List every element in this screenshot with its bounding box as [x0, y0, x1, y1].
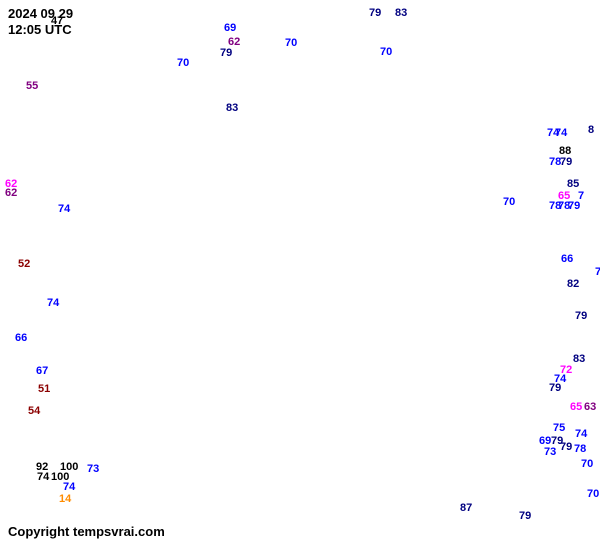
- data-point: 70: [177, 57, 189, 69]
- data-point: 78: [574, 443, 586, 455]
- data-point: 79: [575, 310, 587, 322]
- copyright-text: Copyright tempsvrai.com: [8, 524, 165, 539]
- data-point: 74: [555, 127, 567, 139]
- timestamp-header: 2024 09 29 12:05 UTC: [8, 6, 73, 37]
- data-point: 7: [595, 266, 600, 278]
- copyright-footer: Copyright tempsvrai.com: [8, 524, 165, 539]
- data-point: 79: [519, 510, 531, 522]
- data-point: 74: [63, 481, 75, 493]
- data-point: 73: [87, 463, 99, 475]
- data-point: 75: [553, 422, 565, 434]
- data-point: 62: [5, 187, 17, 199]
- data-point: 85: [567, 178, 579, 190]
- data-point: 87: [460, 502, 472, 514]
- data-point: 65: [570, 401, 582, 413]
- data-point: 66: [561, 253, 573, 265]
- data-point: 8: [588, 124, 594, 136]
- data-point: 83: [573, 353, 585, 365]
- data-point: 70: [380, 46, 392, 58]
- data-point: 70: [503, 196, 515, 208]
- data-point: 69: [224, 22, 236, 34]
- data-point: 51: [38, 383, 50, 395]
- data-point: 47: [51, 15, 63, 27]
- data-point: 79: [220, 47, 232, 59]
- data-point: 74: [47, 297, 59, 309]
- data-point: 73: [544, 446, 556, 458]
- data-point: 74: [575, 428, 587, 440]
- data-point: 70: [285, 37, 297, 49]
- data-point: 66: [15, 332, 27, 344]
- data-point: 79: [560, 441, 572, 453]
- data-point: 63: [584, 401, 596, 413]
- data-point: 74: [58, 203, 70, 215]
- data-point: 83: [395, 7, 407, 19]
- data-point: 82: [567, 278, 579, 290]
- data-point: 83: [226, 102, 238, 114]
- data-point: 54: [28, 405, 40, 417]
- data-point: 67: [36, 365, 48, 377]
- data-point: 52: [18, 258, 30, 270]
- data-point: 70: [587, 488, 599, 500]
- data-point: 14: [59, 493, 71, 505]
- data-point: 79: [560, 156, 572, 168]
- data-point: 70: [581, 458, 593, 470]
- data-point: 79: [549, 382, 561, 394]
- data-point: 79: [568, 200, 580, 212]
- data-point: 55: [26, 80, 38, 92]
- data-point: 74: [37, 471, 49, 483]
- time-text: 12:05 UTC: [8, 22, 73, 38]
- data-point: 79: [369, 7, 381, 19]
- date-text: 2024 09 29: [8, 6, 73, 22]
